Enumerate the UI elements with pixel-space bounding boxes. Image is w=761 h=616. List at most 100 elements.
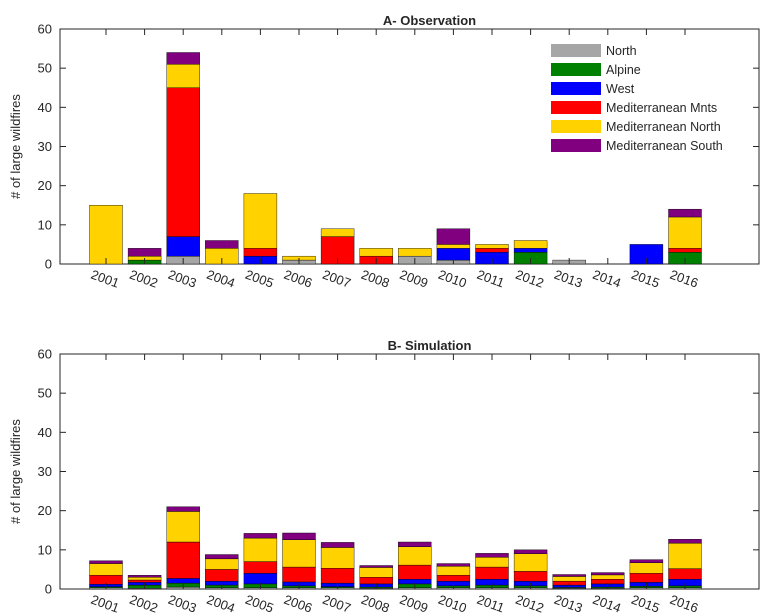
x-tick-label: 2015 bbox=[629, 592, 661, 616]
x-tick-label: 2010 bbox=[436, 267, 468, 291]
bar-segment bbox=[243, 561, 278, 574]
bar-segment bbox=[513, 571, 548, 582]
y-tick-label: 0 bbox=[45, 257, 52, 272]
x-tick-label: 2005 bbox=[243, 267, 275, 291]
bar-segment bbox=[320, 228, 355, 237]
bar-segment bbox=[629, 562, 664, 574]
bar-segment bbox=[166, 506, 200, 512]
bar-segment bbox=[320, 547, 355, 569]
bar-segment bbox=[629, 573, 664, 583]
x-tick-label: 2015 bbox=[629, 267, 661, 291]
bar-segment bbox=[166, 236, 200, 257]
x-tick-label: 2009 bbox=[398, 592, 430, 616]
bar-segment bbox=[205, 554, 239, 560]
y-axis-label: # of large wildfires bbox=[8, 94, 23, 199]
bar-segment bbox=[205, 240, 239, 249]
bar-segment bbox=[89, 575, 123, 585]
y-tick-label: 30 bbox=[38, 139, 52, 154]
x-tick-label: 2002 bbox=[128, 592, 160, 616]
bar-segment bbox=[243, 533, 278, 539]
legend-label: Alpine bbox=[606, 63, 641, 77]
x-tick-label: 2003 bbox=[166, 267, 198, 291]
bar-segment bbox=[591, 574, 625, 580]
bar-segment bbox=[166, 87, 200, 237]
bar-segment bbox=[243, 537, 278, 562]
bar-segment bbox=[668, 208, 702, 218]
bar-segment bbox=[552, 576, 586, 582]
legend-swatch bbox=[551, 139, 601, 152]
bar-segment bbox=[282, 539, 316, 568]
bar-segment bbox=[436, 244, 471, 249]
bar-segment bbox=[436, 575, 471, 582]
x-tick-label: 2016 bbox=[668, 592, 700, 616]
bar-segment bbox=[127, 577, 162, 581]
legend-swatch bbox=[551, 63, 601, 76]
legend-swatch bbox=[551, 44, 601, 57]
bar-segment bbox=[629, 559, 664, 563]
bar-segment bbox=[166, 52, 200, 65]
x-tick-label: 2011 bbox=[475, 592, 506, 616]
bar-segment bbox=[398, 248, 432, 257]
bar-segment bbox=[166, 511, 200, 543]
y-tick-label: 20 bbox=[38, 178, 52, 193]
bar-segment bbox=[89, 560, 123, 564]
y-tick-label: 50 bbox=[38, 386, 52, 401]
chart-title: A- Observation bbox=[383, 13, 476, 28]
x-tick-label: 2006 bbox=[282, 267, 314, 291]
bar-segment bbox=[398, 546, 432, 566]
legend: North Alpine West Mediterranean Mnts Mediter… bbox=[551, 44, 723, 153]
bar-segment bbox=[475, 553, 509, 558]
chart-title: B- Simulation bbox=[388, 338, 472, 353]
y-tick-label: 40 bbox=[38, 100, 52, 115]
bar-segment bbox=[127, 248, 162, 257]
legend-label: West bbox=[606, 82, 635, 96]
bar-segment bbox=[205, 558, 239, 570]
y-tick-label: 20 bbox=[38, 503, 52, 518]
x-tick-label: 2014 bbox=[591, 592, 623, 616]
bar-segment bbox=[475, 557, 509, 568]
x-tick-label: 2010 bbox=[436, 592, 468, 616]
y-tick-label: 40 bbox=[38, 425, 52, 440]
legend-swatch bbox=[551, 101, 601, 114]
bar-segment bbox=[475, 566, 509, 580]
bar-segment bbox=[89, 563, 123, 576]
bar-segment bbox=[359, 565, 393, 568]
legend-label: Mediterranean North bbox=[606, 120, 721, 134]
bar-segment bbox=[166, 541, 200, 579]
bar-segment bbox=[166, 578, 200, 584]
bar-segment bbox=[282, 566, 316, 583]
bar-segment bbox=[513, 248, 548, 253]
legend-label: Mediterranean South bbox=[606, 139, 723, 153]
bar-segment bbox=[398, 564, 432, 580]
bar-segment bbox=[359, 248, 393, 257]
y-tick-label: 10 bbox=[38, 542, 52, 557]
bar-segment bbox=[127, 579, 162, 583]
bar-segment bbox=[513, 553, 548, 572]
legend-label: Mediterranean Mnts bbox=[606, 101, 717, 115]
simulation-panel: 0 10 20 30 40 50 60 2001 2002 2003 2004 2005 2006 200… bbox=[8, 338, 760, 616]
bar-segment bbox=[436, 563, 471, 567]
y-tick-label: 50 bbox=[38, 61, 52, 76]
y-tick-label: 10 bbox=[38, 217, 52, 232]
bar-segment bbox=[591, 572, 625, 576]
x-tick-label: 2012 bbox=[514, 267, 546, 291]
bar-segment bbox=[127, 575, 162, 578]
observation-panel: 0 10 20 30 40 50 60 2001 2002 2003 2004 2005 2006 200… bbox=[8, 13, 760, 291]
bar-segment bbox=[243, 573, 278, 585]
bar-segment bbox=[668, 542, 702, 569]
legend-label: North bbox=[606, 44, 637, 58]
x-tick-label: 2008 bbox=[359, 592, 391, 616]
bar-segment bbox=[475, 248, 509, 253]
bar-segment bbox=[436, 566, 471, 576]
y-tick-label: 60 bbox=[38, 347, 52, 362]
x-tick-label: 2012 bbox=[514, 592, 546, 616]
bar-segment bbox=[475, 244, 509, 249]
bar-segment bbox=[205, 569, 239, 582]
bar-segment bbox=[166, 64, 200, 88]
bar-segment bbox=[89, 205, 123, 265]
x-tick-label: 2016 bbox=[668, 267, 700, 291]
bar-segment bbox=[320, 542, 355, 548]
bar-segment bbox=[513, 549, 548, 554]
x-tick-label: 2003 bbox=[166, 592, 198, 616]
x-tick-label: 2004 bbox=[205, 267, 237, 291]
